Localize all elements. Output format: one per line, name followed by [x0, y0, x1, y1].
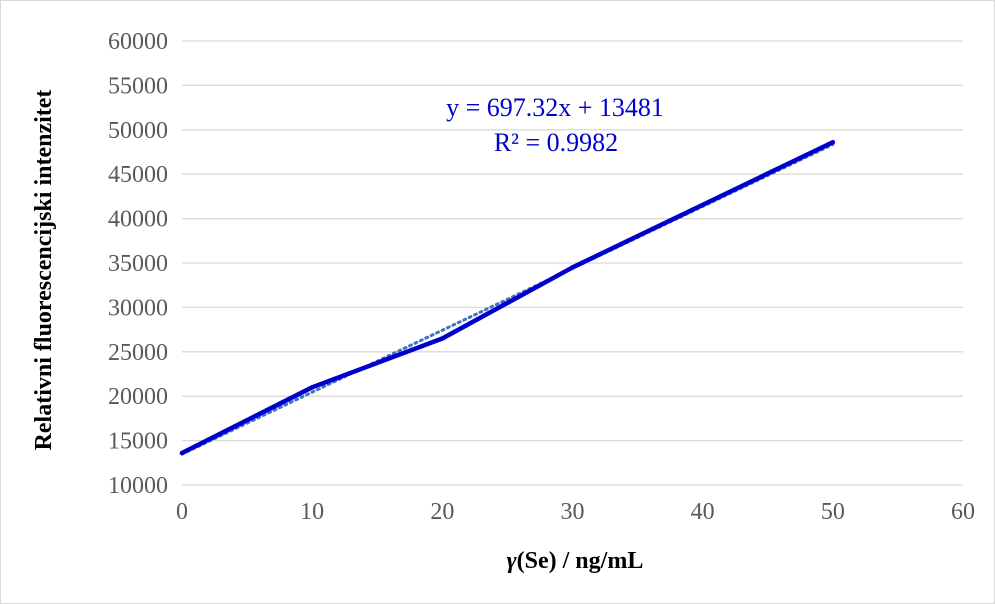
x-tick-label: 50	[821, 499, 845, 525]
data-point	[179, 450, 185, 456]
x-tick-label: 0	[176, 499, 188, 525]
data-point	[830, 140, 836, 145]
x-tick-label: 40	[691, 499, 715, 525]
data-point	[440, 336, 445, 341]
x-axis-title: γ(Se) / ng/mL	[507, 548, 644, 574]
y-tick-label: 50000	[108, 118, 168, 144]
x-axis-title-symbol: γ	[507, 548, 517, 574]
y-tick-label: 30000	[108, 295, 168, 321]
data-point	[570, 265, 575, 270]
x-tick-label: 30	[561, 499, 585, 525]
y-tick-label: 40000	[108, 207, 168, 233]
y-tick-label: 20000	[108, 384, 168, 410]
y-tick-label: 55000	[108, 73, 168, 99]
x-tick-label: 60	[951, 499, 975, 525]
x-axis-title-rest: (Se) / ng/mL	[517, 548, 644, 574]
trendline-equation: y = 697.32x + 13481	[446, 93, 664, 122]
y-axis-ticks: 10000 15000 20000 25000 30000 35000 40000 45000…	[108, 29, 168, 499]
r-squared-label: R² = 0.9982	[494, 128, 618, 157]
data-point	[309, 385, 315, 390]
x-tick-label: 20	[430, 499, 454, 525]
gridlines	[182, 40, 963, 486]
y-tick-label: 60000	[108, 29, 168, 55]
y-tick-label: 25000	[108, 340, 168, 366]
y-tick-label: 15000	[108, 429, 168, 455]
x-axis-ticks: 0 10 20 30 40 50 60	[176, 499, 975, 525]
series-layer	[179, 139, 836, 456]
y-axis-title: Relativni fluorescencijski intenzitet	[31, 90, 57, 451]
x-tick-label: 10	[300, 499, 324, 525]
y-tick-label: 35000	[108, 251, 168, 277]
y-tick-label: 10000	[108, 473, 168, 499]
y-tick-label: 45000	[108, 162, 168, 188]
